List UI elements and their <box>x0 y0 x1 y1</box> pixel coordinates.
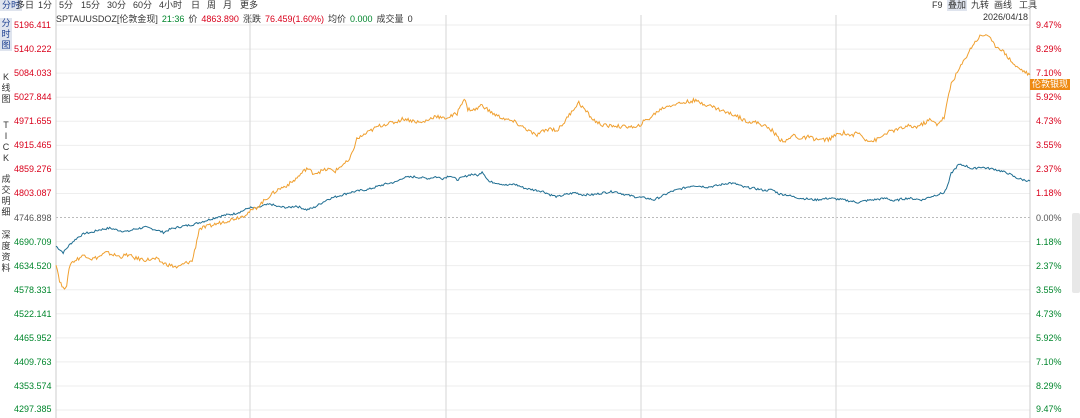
y-right-tick: 7.10% <box>1036 68 1062 79</box>
y-right-tick: 3.55% <box>1036 284 1062 295</box>
y-left-tick: 4634.520 <box>14 260 52 271</box>
y-right-tick: 7.10% <box>1036 356 1062 367</box>
quote-info: SPTAUUSDOZ[伦敦金现] 21:36 价 4863.890 涨跌 76.459(1… <box>56 12 417 24</box>
y-right-tick: 4.73% <box>1036 308 1062 319</box>
change-label: 涨跌 <box>242 14 261 24</box>
period-tab-10[interactable]: 月 <box>223 0 233 10</box>
tool-toolbar: F9 叠加 九转 画线 工具 <box>0 0 1080 11</box>
y-right-tick: 8.29% <box>1036 44 1062 55</box>
y-right-tick: 3.55% <box>1036 140 1062 151</box>
y-right-tick: 9.47% <box>1036 404 1062 414</box>
period-tab-4[interactable]: 15分 <box>81 0 101 10</box>
y-left-tick: 4915.465 <box>14 140 52 151</box>
y-left-tick: 4578.331 <box>14 284 52 295</box>
tool-button-1[interactable]: 叠加 <box>947 0 968 11</box>
period-tab-5[interactable]: 30分 <box>107 0 127 10</box>
tool-button-2[interactable]: 九转 <box>971 0 990 10</box>
volume-value: 0 <box>407 14 413 24</box>
y-right-tick: 2.37% <box>1036 260 1062 271</box>
y-right-tick: 8.29% <box>1036 380 1062 391</box>
side-tab-0[interactable]: 分时图 <box>0 18 12 51</box>
overlay-series-tag: 伦敦银现 <box>1030 79 1071 90</box>
y-left-tick: 4971.655 <box>14 116 52 127</box>
symbol-label: SPTAUUSDOZ[伦敦金现] <box>56 14 158 24</box>
scrollbar[interactable] <box>1072 213 1080 293</box>
y-left-tick: 4522.141 <box>14 308 52 319</box>
y-left-tick: 4409.763 <box>14 356 52 367</box>
period-tab-7[interactable]: 4小时 <box>159 0 183 10</box>
series-line-1 <box>55 34 1031 290</box>
period-tab-9[interactable]: 周 <box>207 0 217 10</box>
period-tab-3[interactable]: 5分 <box>59 0 74 10</box>
period-tab-11[interactable]: 更多 <box>240 0 259 10</box>
avg-label: 均价 <box>328 14 347 24</box>
period-toolbar: 分时 多日 1分 5分 15分 30分 60分 4小时日周月更多 <box>0 0 1080 11</box>
period-tab-0[interactable]: 分时 <box>0 0 23 11</box>
period-tab-1[interactable]: 多日 <box>16 0 35 10</box>
y-left-tick: 5196.411 <box>14 20 51 30</box>
y-right-tick: 2.37% <box>1036 164 1062 175</box>
avg-value: 0.000 <box>350 14 373 24</box>
y-right-tick: 1.18% <box>1036 188 1062 199</box>
side-tab-4[interactable]: 深度资料 <box>1 230 11 273</box>
side-tab-3[interactable]: 成交明细 <box>1 174 11 217</box>
tool-button-3[interactable]: 画线 <box>994 0 1013 10</box>
y-right-tick: 0.00% <box>1036 212 1062 223</box>
y-right-tick: 5.92% <box>1036 92 1062 103</box>
y-left-tick: 5084.033 <box>14 68 52 79</box>
y-right-tick: 1.18% <box>1036 236 1062 247</box>
y-right-tick: 5.92% <box>1036 332 1062 343</box>
tool-button-0[interactable]: F9 <box>932 0 943 10</box>
y-left-tick: 4746.898 <box>14 212 52 223</box>
y-left-tick: 5140.222 <box>14 44 52 55</box>
period-tab-6[interactable]: 60分 <box>133 0 153 10</box>
y-left-tick: 4465.952 <box>14 332 52 343</box>
time-label: 21:36 <box>161 14 185 24</box>
y-left-tick: 5027.844 <box>14 92 52 103</box>
y-left-tick: 4690.709 <box>14 236 52 247</box>
period-tab-2[interactable]: 1分 <box>38 0 53 10</box>
volume-label: 成交量 <box>376 14 404 24</box>
y-left-tick: 4297.385 <box>14 404 52 414</box>
period-tab-8[interactable]: 日 <box>191 0 201 10</box>
y-right-tick: 9.47% <box>1036 20 1062 30</box>
y-left-tick: 4859.276 <box>14 164 52 175</box>
price-value: 4863.890 <box>201 14 239 24</box>
date-label: 2026/04/18 <box>982 12 1028 22</box>
y-left-tick: 4803.087 <box>14 188 52 199</box>
y-right-tick: 4.73% <box>1036 116 1062 127</box>
tool-button-4[interactable]: 工具 <box>1019 0 1038 10</box>
change-value: 76.459(1.60%) <box>264 14 324 24</box>
y-left-tick: 4353.574 <box>14 380 52 391</box>
price-label: 价 <box>188 14 198 24</box>
series-line-0 <box>55 163 1031 255</box>
